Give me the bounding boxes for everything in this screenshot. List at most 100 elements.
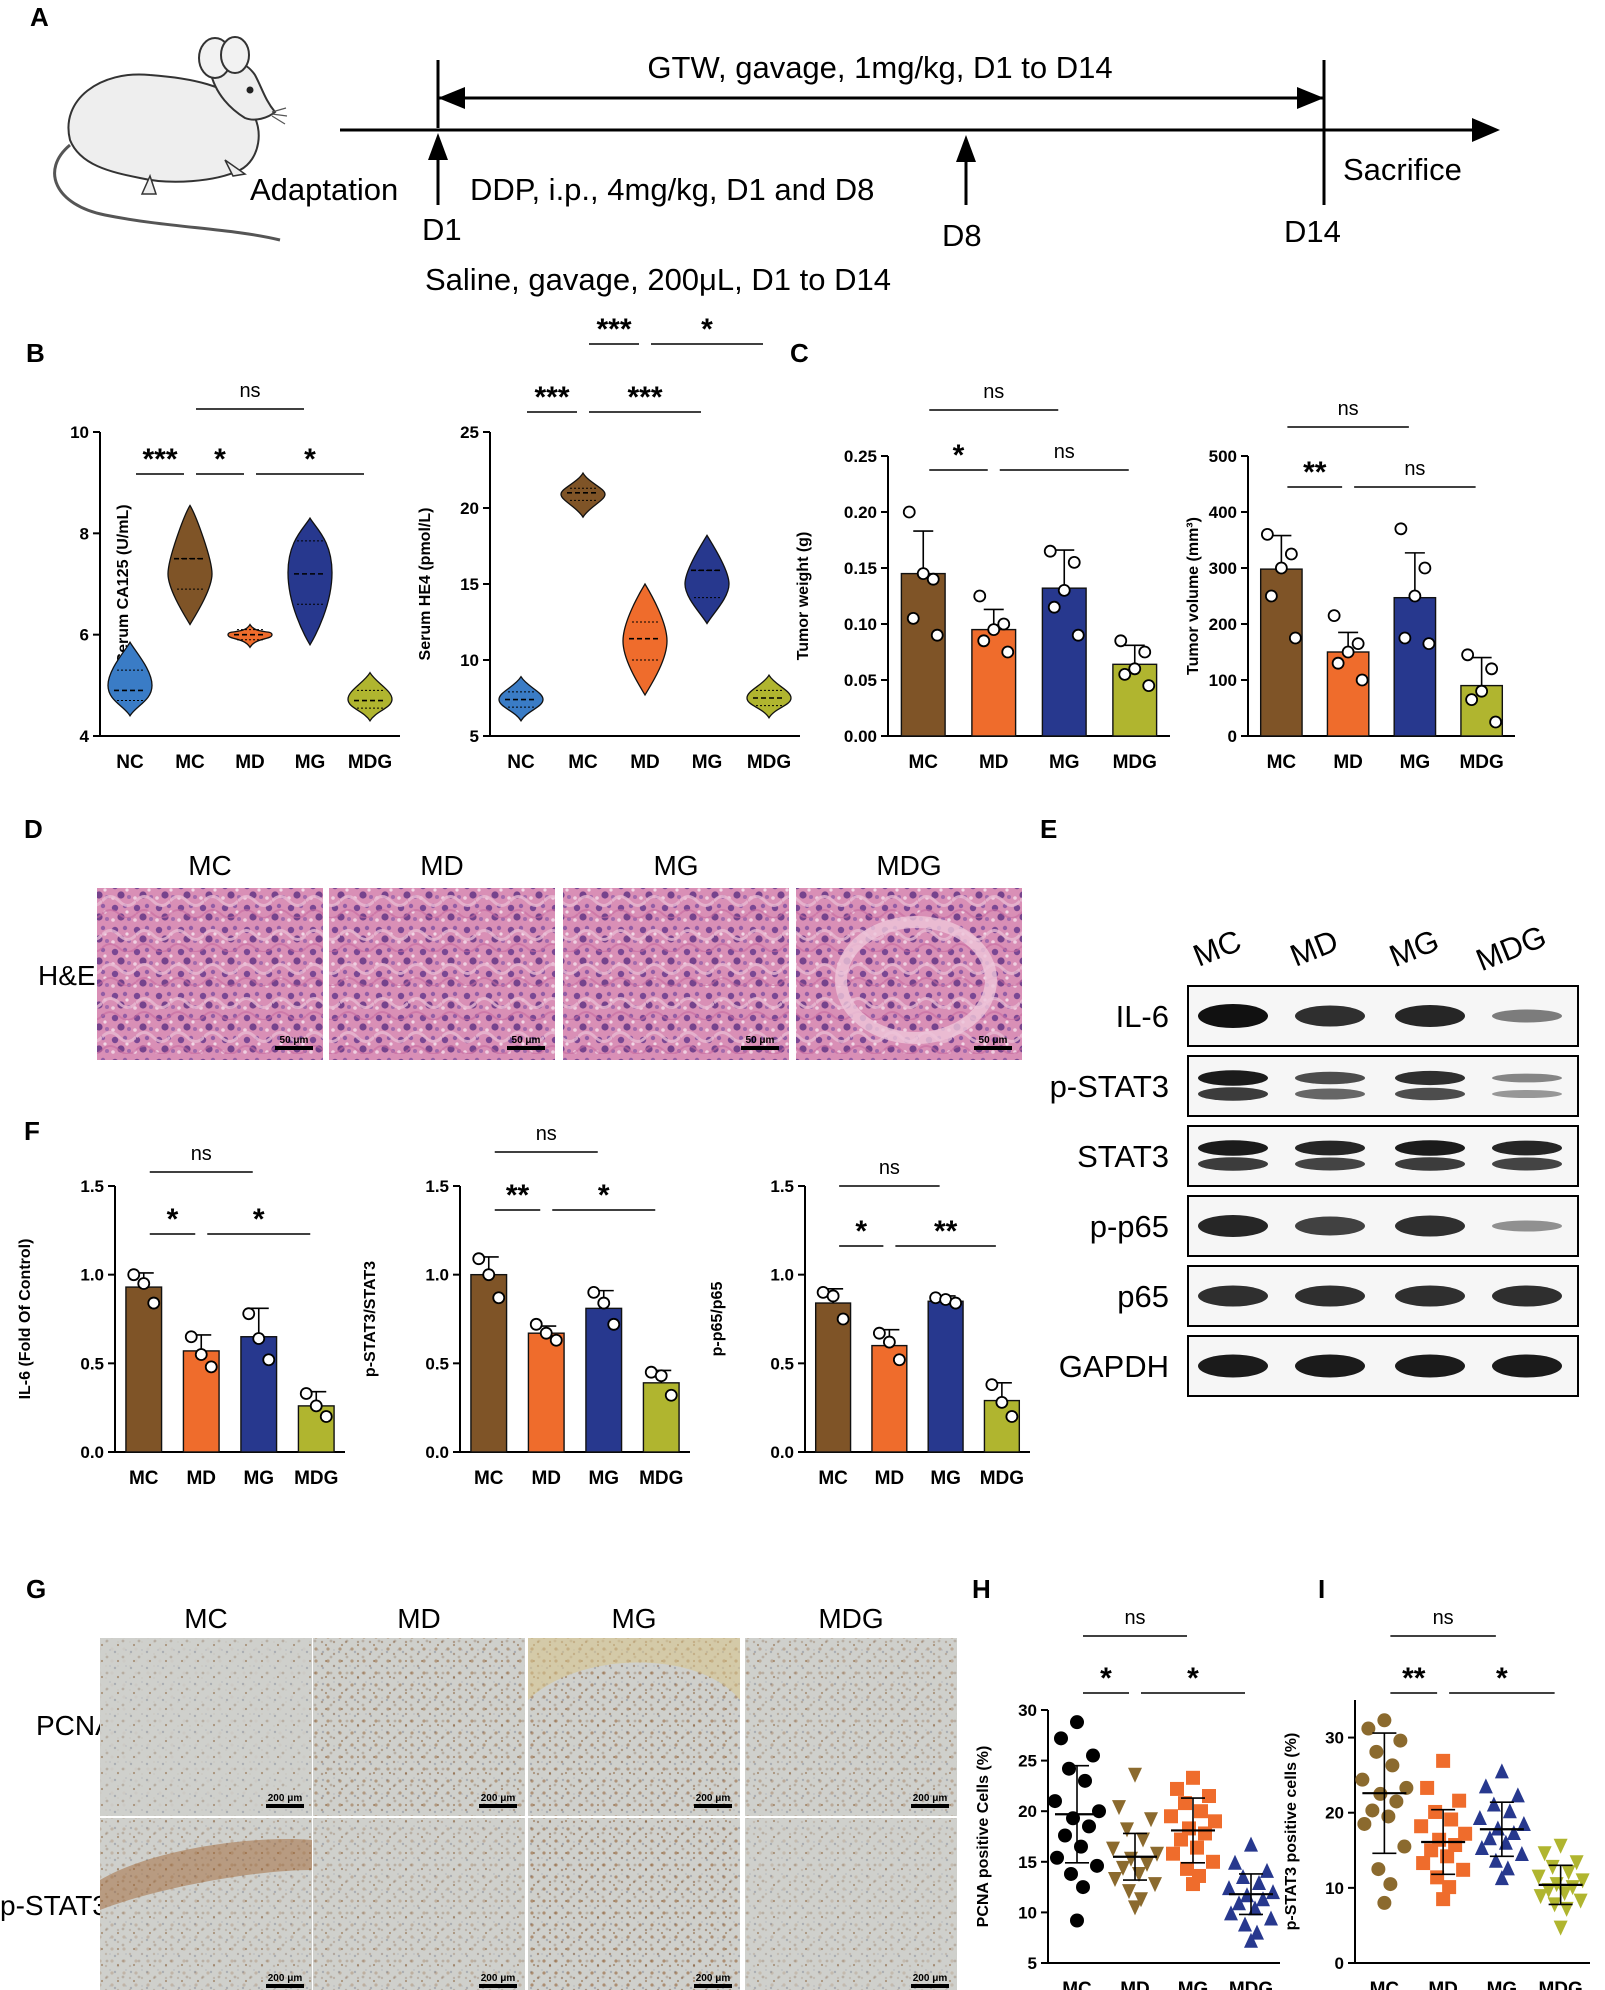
scatter-point — [1502, 1803, 1517, 1819]
x-tick-label: MD — [531, 1468, 561, 1489]
band — [1295, 1285, 1365, 1307]
data-point — [949, 1296, 963, 1310]
scatter-point — [1488, 1852, 1503, 1868]
data-point — [587, 1286, 601, 1299]
data-point — [492, 1291, 506, 1305]
scatter-point — [1186, 1770, 1200, 1785]
bar-mc — [900, 572, 946, 737]
scale-bar-label: 50 μm — [512, 1035, 541, 1046]
data-point — [1114, 634, 1128, 648]
data-point — [664, 1388, 678, 1402]
significance-label: ns — [1054, 441, 1075, 463]
y-tick-label: 5 — [470, 727, 479, 746]
scatter-point — [1082, 1819, 1096, 1834]
scatter-point — [1266, 1884, 1280, 1900]
y-tick-label: 10 — [460, 651, 479, 670]
scatter-point — [1140, 1856, 1154, 1872]
data-point — [892, 1353, 906, 1367]
significance-label: ns — [1404, 458, 1425, 480]
scatter-point — [1112, 1800, 1126, 1816]
scatter-point — [1062, 1761, 1076, 1776]
scatter-point — [1232, 1895, 1246, 1911]
scatter-point — [1206, 1854, 1220, 1869]
x-tick-label: MG — [1400, 752, 1431, 773]
scatter-point — [1166, 1846, 1180, 1861]
scatter-point — [1510, 1787, 1525, 1803]
scatter-point — [1064, 1866, 1078, 1881]
scatter-point — [1389, 1794, 1404, 1809]
scatter-point — [1500, 1860, 1515, 1876]
data-point — [987, 623, 1001, 636]
x-tick-label: MC — [818, 1468, 848, 1489]
x-tick-label: MDG — [1229, 1979, 1273, 1990]
scale-bar-label: 50 μm — [746, 1035, 775, 1046]
d14-label: D14 — [1284, 214, 1341, 249]
scale-bar-label: 200 μm — [481, 1793, 516, 1804]
scatter-point — [1561, 1865, 1576, 1881]
scatter-point — [1244, 1836, 1258, 1852]
scale-bar-label: 200 μm — [268, 1973, 303, 1984]
scatter-point — [1174, 1832, 1188, 1847]
scatter-point — [1452, 1793, 1467, 1808]
data-point — [147, 1296, 161, 1310]
y-axis-title: IL-6 (Fold Of Control) — [17, 1239, 34, 1400]
data-point — [929, 1291, 943, 1305]
y-tick-label: 10 — [1325, 1879, 1344, 1898]
band — [1295, 1088, 1365, 1100]
scatter-point — [1472, 1809, 1487, 1825]
scatter-point — [1148, 1877, 1162, 1893]
y-axis-title: p-STAT3/STAT3 — [362, 1261, 379, 1377]
panel-label-h: H — [972, 1574, 991, 1604]
y-tick-label: 10 — [1018, 1903, 1037, 1922]
scale-bar-label: 200 μm — [696, 1973, 731, 1984]
lane-label: MG — [1384, 923, 1443, 974]
blot-frame — [1187, 1125, 1579, 1187]
y-tick-label: 1.5 — [770, 1177, 794, 1196]
data-point — [1355, 673, 1369, 687]
scatter-point — [1385, 1758, 1400, 1773]
scatter-point — [1553, 1920, 1568, 1936]
data-point — [1408, 589, 1422, 603]
ihc-stain — [745, 1638, 957, 1816]
scatter-point — [1575, 1873, 1590, 1889]
scale-bar-label: 200 μm — [696, 1793, 731, 1804]
scatter-point — [1371, 1862, 1386, 1877]
x-tick-label: MDG — [1538, 1979, 1582, 1990]
band — [1295, 1005, 1365, 1027]
ihc-stain — [745, 1818, 957, 1990]
scatter-point — [1430, 1870, 1445, 1885]
band — [1492, 1285, 1562, 1307]
scatter-point — [1144, 1812, 1158, 1828]
data-point — [1264, 589, 1278, 603]
data-point — [137, 1277, 151, 1290]
scatter-point — [1106, 1841, 1120, 1857]
data-point — [926, 572, 940, 586]
panel-label-g: G — [26, 1574, 46, 1604]
scatter-point — [1486, 1796, 1501, 1812]
scatter-point — [1537, 1846, 1552, 1862]
y-tick-label: 1.5 — [80, 1177, 104, 1196]
x-tick-label: MDG — [294, 1468, 338, 1489]
x-tick-label: MC — [568, 752, 598, 773]
data-point — [262, 1353, 276, 1367]
saline-label: Saline, gavage, 200μL, D1 to D14 — [425, 262, 891, 297]
bar-md — [971, 628, 1017, 737]
scatter-point — [1194, 1804, 1208, 1819]
band — [1492, 1009, 1562, 1023]
y-tick-label: 15 — [460, 575, 479, 594]
x-tick-label: MG — [692, 752, 723, 773]
bar-mg — [1393, 596, 1437, 737]
he-column-label: MC — [188, 850, 232, 881]
scatter-point — [1128, 1767, 1142, 1783]
scatter-point — [1516, 1815, 1531, 1831]
scatter-point — [1474, 1840, 1489, 1856]
scatter-point — [1393, 1733, 1408, 1748]
panel-label-e: E — [1040, 814, 1057, 844]
data-point — [1461, 648, 1475, 662]
scatter-point — [1170, 1781, 1184, 1796]
scatter-point — [1357, 1816, 1372, 1831]
bar-md — [527, 1332, 565, 1453]
